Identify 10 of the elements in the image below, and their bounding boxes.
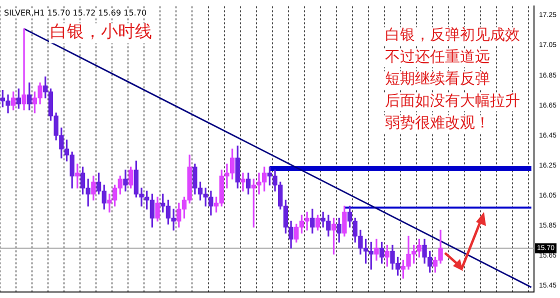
annotation: 后面如没有大幅拉升: [385, 92, 520, 110]
annotation: 不过还任重道远: [385, 48, 490, 66]
candlestick: [75, 164, 80, 188]
annotation: 弱势很难改观！: [385, 114, 490, 132]
candlestick: [22, 28, 26, 110]
annotation: 短期继续看反弹: [385, 70, 490, 88]
text: 白银，小时线: [50, 22, 152, 42]
candlestick: [240, 172, 246, 192]
annotation: 白银，反弹初见成效: [385, 26, 520, 44]
annotation: SILVER,H1 15.70 15.72 15.69 15.70: [4, 8, 147, 18]
